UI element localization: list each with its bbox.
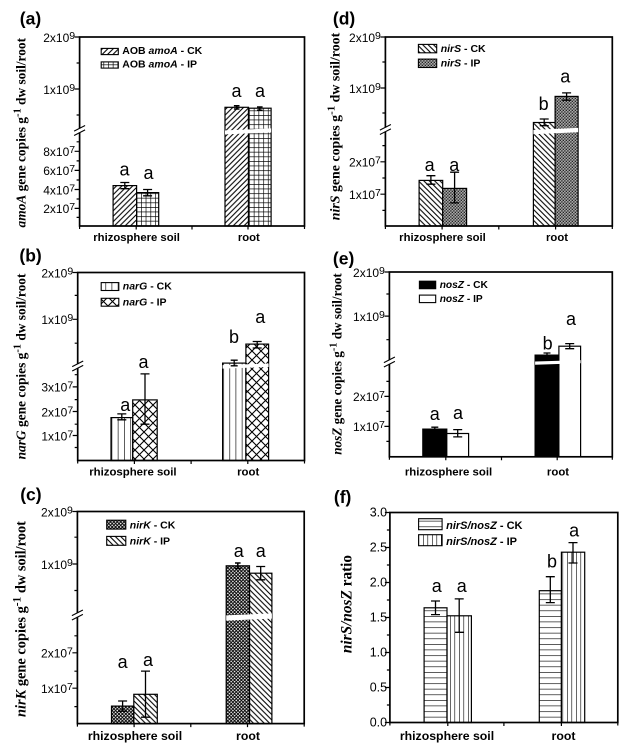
svg-text:b: b (229, 327, 239, 347)
svg-text:1x109: 1x109 (41, 557, 73, 572)
svg-text:1.0: 1.0 (370, 646, 387, 660)
svg-text:rhizosphere soil: rhizosphere soil (88, 729, 182, 743)
svg-text:2x109: 2x109 (349, 30, 381, 45)
svg-text:a: a (234, 541, 245, 561)
svg-text:2.5: 2.5 (370, 541, 387, 555)
svg-text:root: root (238, 232, 260, 244)
svg-text:b: b (547, 552, 557, 572)
svg-text:a: a (120, 395, 131, 415)
svg-text:nirS/nosZ ratio: nirS/nosZ ratio (339, 555, 356, 654)
svg-text:(c): (c) (20, 484, 41, 504)
svg-text:(e): (e) (333, 249, 354, 269)
svg-text:AOB amoA - IP: AOB amoA - IP (122, 58, 197, 70)
svg-text:rhizosphere soil: rhizosphere soil (89, 467, 176, 479)
svg-text:narG gene copies g-1 dw soil/r: narG gene copies g-1 dw soil/root (13, 273, 29, 459)
svg-text:nosZ - IP: nosZ - IP (440, 294, 483, 305)
svg-text:(b): (b) (19, 246, 41, 266)
svg-text:1x107: 1x107 (41, 681, 73, 696)
svg-text:root: root (236, 729, 260, 743)
svg-text:3.0: 3.0 (370, 506, 387, 520)
svg-text:nosZ - CK: nosZ - CK (440, 280, 489, 291)
svg-text:a: a (560, 67, 571, 87)
svg-text:1x107: 1x107 (41, 428, 73, 443)
svg-text:nirS - CK: nirS - CK (441, 43, 486, 55)
svg-text:nirS gene copies g-1 dw soil/r: nirS gene copies g-1 dw soil/root (326, 32, 344, 220)
svg-text:a: a (255, 307, 266, 327)
svg-text:1x109: 1x109 (41, 312, 73, 327)
svg-text:a: a (457, 576, 468, 596)
svg-text:a: a (430, 404, 441, 424)
svg-text:1x109: 1x109 (43, 82, 75, 97)
svg-text:2x109: 2x109 (353, 265, 385, 280)
svg-text:(f): (f) (334, 487, 351, 507)
svg-text:root: root (237, 467, 259, 479)
svg-text:nirK - IP: nirK - IP (130, 536, 170, 548)
svg-text:narG - CK: narG - CK (123, 281, 172, 293)
svg-text:root: root (546, 232, 568, 244)
svg-text:b: b (539, 94, 549, 114)
svg-text:a: a (119, 160, 130, 180)
svg-text:a: a (569, 521, 580, 541)
svg-text:2x107: 2x107 (43, 201, 75, 216)
svg-text:a: a (449, 155, 460, 175)
svg-text:2x109: 2x109 (41, 504, 73, 519)
svg-text:4x107: 4x107 (43, 182, 75, 197)
svg-text:a: a (566, 309, 577, 329)
svg-text:2x109: 2x109 (41, 265, 73, 280)
svg-text:a: a (256, 541, 267, 561)
svg-text:b: b (543, 333, 553, 353)
svg-text:3x107: 3x107 (41, 380, 73, 395)
svg-text:a: a (255, 81, 266, 101)
svg-text:a: a (231, 81, 242, 101)
svg-text:a: a (453, 403, 464, 423)
svg-text:(d): (d) (333, 9, 355, 29)
svg-text:rhizosphere soil: rhizosphere soil (400, 729, 494, 743)
svg-text:amoA gene copies g-1 dw soil/r: amoA gene copies g-1 dw soil/root (13, 37, 29, 227)
svg-text:1x109: 1x109 (353, 309, 385, 324)
svg-text:2x107: 2x107 (353, 389, 385, 404)
svg-text:2x107: 2x107 (41, 646, 73, 661)
svg-text:2x109: 2x109 (43, 30, 75, 45)
svg-text:rhizosphere soil: rhizosphere soil (93, 232, 180, 244)
svg-text:1x107: 1x107 (349, 187, 381, 202)
svg-text:2x107: 2x107 (349, 155, 381, 170)
svg-text:8x107: 8x107 (43, 144, 75, 159)
svg-text:a: a (143, 163, 154, 183)
svg-text:rhizosphere soil: rhizosphere soil (399, 232, 486, 244)
svg-text:nirS/nosZ - CK: nirS/nosZ - CK (446, 520, 522, 532)
svg-text:nirS/nosZ - IP: nirS/nosZ - IP (446, 536, 517, 548)
svg-text:AOB amoA - CK: AOB amoA - CK (122, 45, 202, 57)
svg-text:0.0: 0.0 (370, 716, 387, 730)
svg-text:nosZ gene copies g-1 dw soil/r: nosZ gene copies g-1 dw soil/root (329, 273, 345, 455)
svg-text:a: a (143, 650, 154, 670)
svg-text:nirS - IP: nirS - IP (441, 58, 481, 70)
svg-text:a: a (138, 352, 149, 372)
svg-text:(a): (a) (20, 9, 41, 29)
svg-text:2x107: 2x107 (41, 404, 73, 419)
svg-text:a: a (425, 155, 436, 175)
svg-text:6x107: 6x107 (43, 163, 75, 178)
svg-text:1x107: 1x107 (353, 419, 385, 434)
svg-text:nirK gene copies g-1 dw soil/r: nirK gene copies g-1 dw soil/root (12, 521, 30, 717)
svg-text:1x109: 1x109 (349, 81, 381, 96)
svg-text:a: a (432, 576, 443, 596)
svg-text:0.5: 0.5 (370, 681, 387, 695)
svg-text:narG - IP: narG - IP (123, 296, 167, 308)
svg-text:root: root (552, 729, 576, 743)
svg-text:root: root (547, 467, 569, 479)
svg-text:a: a (118, 652, 129, 672)
svg-text:1.5: 1.5 (370, 611, 387, 625)
svg-text:rhizosphere soil: rhizosphere soil (405, 467, 492, 479)
svg-text:nirK - CK: nirK - CK (130, 519, 176, 531)
svg-text:2.0: 2.0 (370, 576, 387, 590)
